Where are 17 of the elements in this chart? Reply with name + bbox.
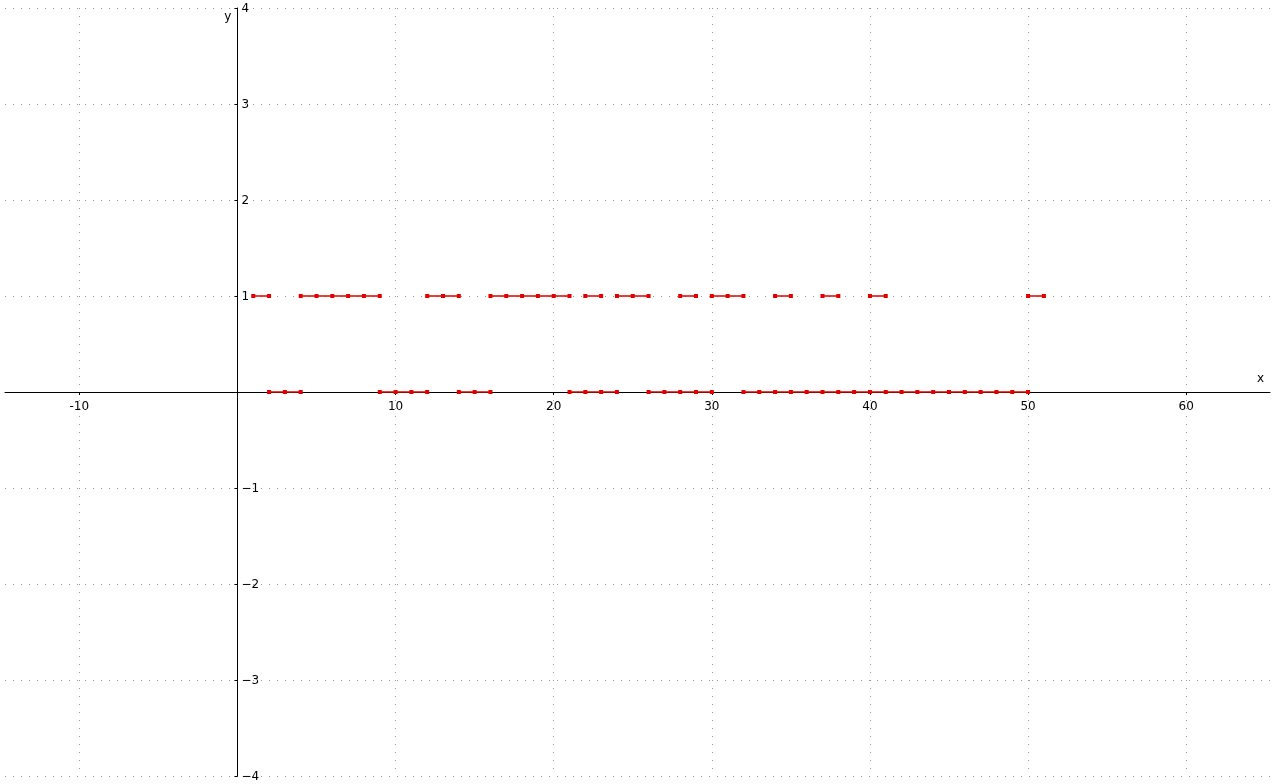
x-tick-label: 40	[862, 399, 878, 413]
y-tick-label: 4	[241, 1, 250, 15]
y-tick-label: −3	[241, 673, 260, 687]
y-tick-label: −4	[241, 769, 260, 783]
x-axis-title: x	[1256, 371, 1264, 385]
x-tick-label: 20	[546, 399, 562, 413]
y-tick-label: 1	[241, 289, 250, 303]
y-tick-label: 3	[241, 97, 250, 111]
x-tick-label: 30	[704, 399, 720, 413]
x-tick-label: 50	[1020, 399, 1036, 413]
y-tick-label: −2	[241, 577, 260, 591]
y-axis-title: y	[224, 9, 232, 23]
x-tick-label: -10	[69, 399, 90, 413]
x-tick-label: 60	[1178, 399, 1194, 413]
y-tick-label: −1	[241, 481, 260, 495]
x-tick-label: 10	[387, 399, 404, 413]
y-tick-label: 2	[241, 193, 250, 207]
